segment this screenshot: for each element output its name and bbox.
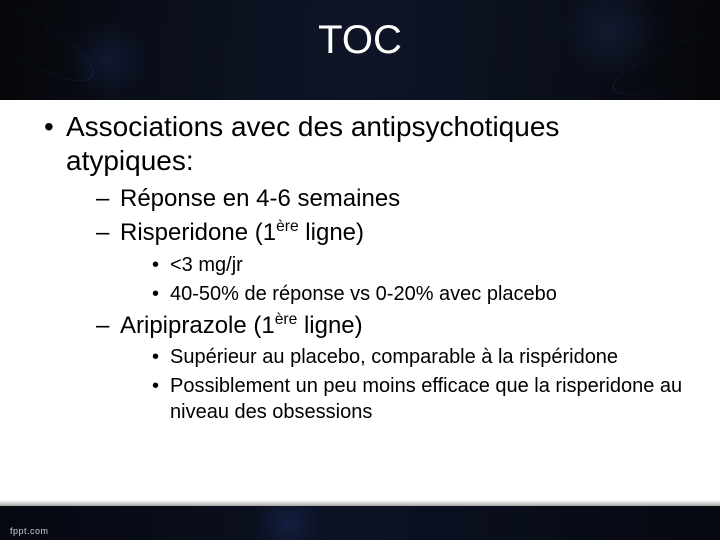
bullet-lvl2: Risperidone (1ère ligne) <3 mg/jr 40-50%…	[94, 217, 690, 306]
bullet-text-pre: Aripiprazole (1	[120, 312, 275, 339]
footer-logo: fppt.com	[10, 526, 49, 536]
bullet-text-post: ligne)	[299, 219, 364, 246]
footer-band	[0, 506, 720, 540]
bullet-lvl3: 40-50% de réponse vs 0-20% avec placebo	[150, 281, 690, 307]
bullet-lvl2: Aripiprazole (1ère ligne) Supérieur au p…	[94, 310, 690, 425]
bullet-text-pre: Risperidone (1	[120, 219, 276, 246]
bullet-text: Possiblement un peu moins efficace que l…	[170, 375, 682, 423]
bullet-lvl2: Réponse en 4-6 semaines	[94, 183, 690, 214]
bullet-lvl1-text: Associations avec des antipsychotiques a…	[66, 111, 559, 176]
slide-title: TOC	[0, 18, 720, 63]
bullet-lvl3: Possiblement un peu moins efficace que l…	[150, 373, 690, 425]
slide-body: Associations avec des antipsychotiques a…	[40, 110, 690, 429]
bullet-text-post: ligne)	[297, 312, 362, 339]
bullet-text: Supérieur au placebo, comparable à la ri…	[170, 346, 618, 368]
bullet-lvl3: Supérieur au placebo, comparable à la ri…	[150, 344, 690, 370]
bullet-text: <3 mg/jr	[170, 254, 243, 276]
ordinal-sup: ère	[276, 218, 299, 235]
bullet-text: Réponse en 4-6 semaines	[120, 185, 400, 212]
bullet-lvl1: Associations avec des antipsychotiques a…	[40, 110, 690, 425]
bullet-lvl3: <3 mg/jr	[150, 252, 690, 278]
ordinal-sup: ère	[275, 311, 298, 328]
bullet-text: 40-50% de réponse vs 0-20% avec placebo	[170, 283, 557, 305]
